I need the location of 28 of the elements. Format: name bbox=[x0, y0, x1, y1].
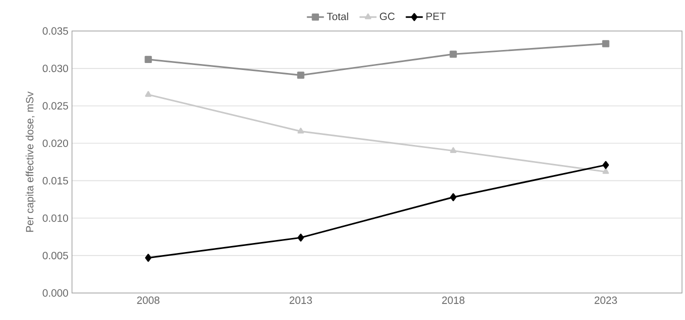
y-tick-label: 0.035 bbox=[42, 27, 68, 35]
point bbox=[297, 72, 304, 79]
y-tick-label: 0.020 bbox=[42, 140, 68, 147]
point bbox=[450, 50, 457, 58]
y-tick-label: 0.015 bbox=[42, 177, 68, 184]
y-tick-label: 0.005 bbox=[42, 252, 68, 260]
point bbox=[298, 128, 304, 134]
x-tick-label: 2008 bbox=[137, 296, 160, 304]
point bbox=[145, 91, 152, 97]
x-tick-label: 2013 bbox=[290, 296, 312, 304]
point bbox=[602, 161, 609, 169]
legend-label: Total bbox=[326, 12, 348, 20]
legend-label: PET bbox=[426, 12, 446, 20]
x-tick-label: 2018 bbox=[442, 296, 464, 304]
x-tick-label: 2023 bbox=[594, 296, 617, 304]
y-axis-title: Per capita effective dose, mSv bbox=[26, 92, 36, 232]
point bbox=[145, 254, 152, 262]
point bbox=[450, 147, 456, 153]
y-tick-label: 0.010 bbox=[42, 214, 68, 222]
point bbox=[602, 168, 609, 174]
y-tick-label: 0.025 bbox=[42, 102, 68, 110]
legend-label: GC bbox=[380, 12, 395, 20]
point bbox=[144, 56, 152, 64]
y-tick-label: 0.030 bbox=[42, 64, 68, 72]
point bbox=[450, 193, 456, 202]
point bbox=[602, 40, 610, 48]
point bbox=[298, 234, 304, 242]
y-tick-label: 0.000 bbox=[42, 289, 68, 297]
